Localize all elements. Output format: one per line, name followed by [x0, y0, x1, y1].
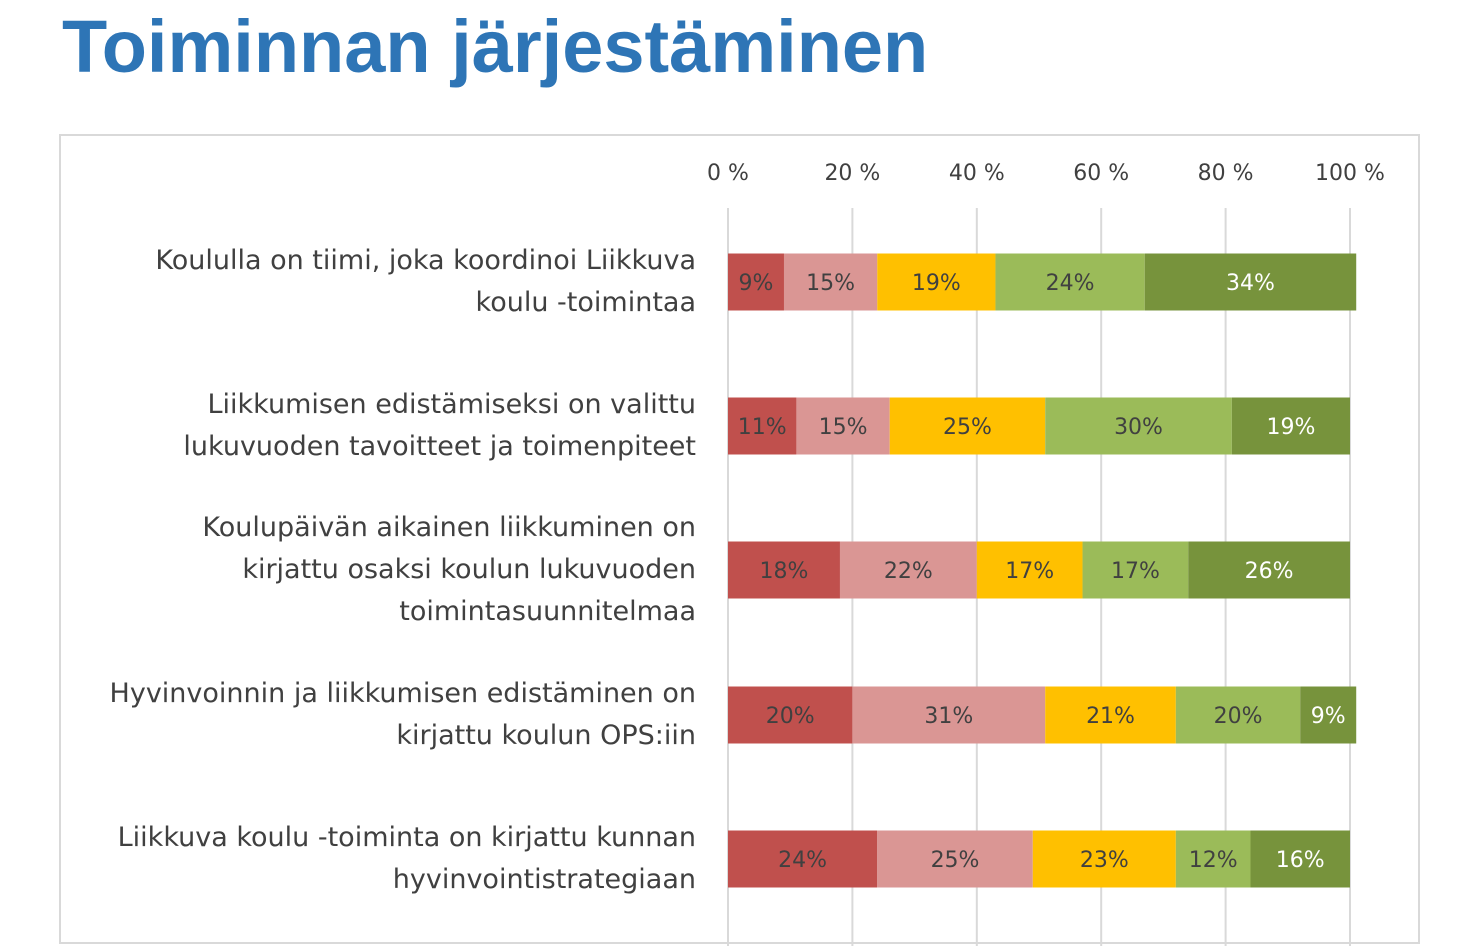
bar-segment: [1045, 397, 1232, 455]
data-label: 22%: [884, 559, 933, 584]
bar-segment: [839, 541, 977, 599]
bar-segment: [728, 686, 853, 744]
bar-segment: [995, 253, 1145, 311]
bar-segment: [728, 253, 784, 311]
page-title: Toiminnan järjestäminen: [62, 5, 929, 88]
category-label: Liikkumisen edistämiseksi on valittu luku…: [183, 389, 696, 462]
bar-segment: [877, 830, 1033, 888]
bar-segment: [1231, 397, 1350, 455]
bar-segment: [976, 541, 1083, 599]
bar-segment: [728, 830, 878, 888]
chart-area: 0 % 20 % 40 % 60 % 80 % 100 % 9% 15% 19% 24% 34% 11…: [59, 134, 1420, 946]
data-label: 20%: [1214, 704, 1263, 729]
bar-segment: [1032, 830, 1176, 888]
data-label: 15%: [806, 271, 855, 296]
category-label: Liikkuva koulu -toiminta on kirjattu kun…: [117, 822, 696, 895]
data-label: 16%: [1276, 848, 1325, 873]
data-label: 17%: [1111, 559, 1160, 584]
bar-segment: [889, 397, 1046, 455]
bar-segment: [1188, 541, 1350, 599]
data-label: 26%: [1245, 559, 1294, 584]
data-label: 19%: [1266, 415, 1315, 440]
bar-segment: [1175, 686, 1301, 744]
bar-segment: [852, 686, 1046, 744]
x-tick-label: 100 %: [1315, 161, 1385, 186]
category-label: Hyvinvoinnin ja liikkumisen edistäminen …: [109, 678, 696, 751]
data-label: 23%: [1080, 848, 1129, 873]
category-label: Koulupäivän aikainen liikkuminen on kirja…: [202, 512, 696, 627]
x-tick-label: 60 %: [1073, 161, 1129, 186]
data-label: 9%: [739, 271, 774, 296]
category-label: Koululla on tiimi, joka koordinoi Liikku…: [155, 245, 696, 318]
bar-segment: [728, 541, 840, 599]
data-label: 15%: [819, 415, 868, 440]
data-label: 11%: [738, 415, 787, 440]
bar-segment: [1045, 686, 1176, 744]
x-tick-label: 80 %: [1198, 161, 1254, 186]
x-tick-label: 40 %: [949, 161, 1005, 186]
data-label: 30%: [1114, 415, 1163, 440]
data-label: 19%: [912, 271, 961, 296]
bar-segment: [1175, 830, 1251, 888]
bar-segment: [1250, 830, 1350, 888]
bar-segment: [796, 397, 890, 455]
bar-segment: [1082, 541, 1189, 599]
data-label: 24%: [778, 848, 827, 873]
data-label: 17%: [1005, 559, 1054, 584]
data-label: 25%: [931, 848, 980, 873]
data-label: 25%: [943, 415, 992, 440]
stacked-bar-chart: 0 % 20 % 40 % 60 % 80 % 100 % 9% 15% 19% 24% 34% 11…: [707, 161, 1385, 946]
data-label: 21%: [1086, 704, 1135, 729]
x-tick-label: 20 %: [824, 161, 880, 186]
data-label: 34%: [1226, 271, 1275, 296]
bar-segment: [1300, 686, 1357, 744]
x-tick-label: 0 %: [707, 161, 749, 186]
data-label: 18%: [760, 559, 809, 584]
data-label: 12%: [1189, 848, 1238, 873]
data-label: 9%: [1311, 704, 1346, 729]
data-label: 20%: [766, 704, 815, 729]
bar-segment: [783, 253, 878, 311]
bar-segment: [877, 253, 996, 311]
data-label: 24%: [1046, 271, 1095, 296]
bar-segment: [1144, 253, 1357, 311]
bar-segment: [728, 397, 797, 455]
data-label: 31%: [924, 704, 973, 729]
